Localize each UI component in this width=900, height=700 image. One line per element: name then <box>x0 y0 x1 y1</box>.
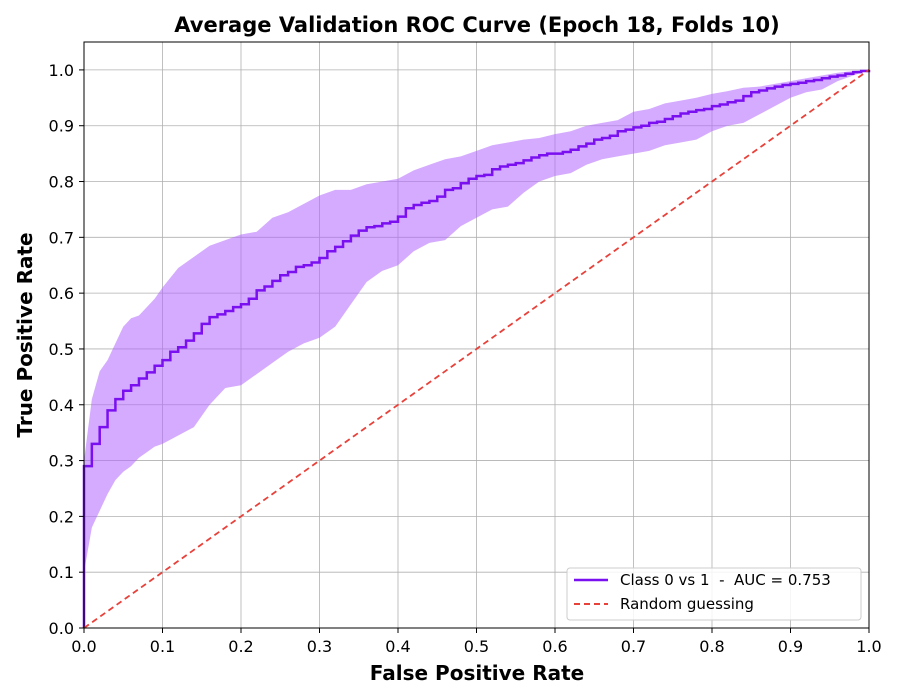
y-tick-label-7: 0.7 <box>49 228 74 247</box>
y-tick-label-3: 0.3 <box>49 452 74 471</box>
random-guess-line <box>83 69 870 629</box>
y-tick-label-6: 0.6 <box>49 284 74 303</box>
x-tick-label-7: 0.7 <box>621 637 646 656</box>
confidence-band-layer <box>84 69 869 573</box>
x-axis-ticks: 0.0 0.1 0.2 0.3 0.4 0.5 0.6 0.7 0.8 0.9 1.0 <box>71 628 882 656</box>
legend-label-roc: Class 0 vs 1 - AUC = 0.753 <box>620 571 831 589</box>
y-tick-label-4: 0.4 <box>49 396 74 415</box>
y-tick-label-8: 0.8 <box>49 173 74 192</box>
y-tick-label-9: 0.9 <box>49 117 74 136</box>
legend-box <box>566 567 862 621</box>
y-axis-label: True Positive Rate <box>13 232 37 437</box>
legend-label-random: Random guessing <box>620 595 754 613</box>
chart-title: Average Validation ROC Curve (Epoch 18, … <box>174 13 779 37</box>
x-tick-label-8: 0.8 <box>699 637 724 656</box>
x-axis-label: False Positive Rate <box>370 661 584 685</box>
x-tick-label-5: 0.5 <box>464 637 489 656</box>
y-axis-ticks: 0.0 0.1 0.2 0.3 0.4 0.5 0.6 0.7 0.8 0.9 1.0 <box>49 61 84 638</box>
x-tick-label-3: 0.3 <box>307 637 332 656</box>
x-tick-label-4: 0.4 <box>385 637 410 656</box>
x-tick-label-6: 0.6 <box>542 637 567 656</box>
y-tick-label-0: 0.0 <box>49 619 74 638</box>
x-tick-label-2: 0.2 <box>228 637 253 656</box>
series-layer <box>82 69 871 629</box>
std-dev-band <box>84 69 869 573</box>
x-tick-label-9: 0.9 <box>778 637 803 656</box>
roc-curve-line <box>82 69 871 628</box>
y-tick-label-1: 0.1 <box>49 563 74 582</box>
x-tick-label-10: 1.0 <box>856 637 881 656</box>
x-tick-label-0: 0.0 <box>71 637 96 656</box>
legend: Class 0 vs 1 - AUC = 0.753 Random guessi… <box>566 567 862 621</box>
x-tick-label-1: 0.1 <box>150 637 175 656</box>
y-tick-label-5: 0.5 <box>49 340 74 359</box>
y-tick-label-2: 0.2 <box>49 507 74 526</box>
y-tick-label-10: 1.0 <box>49 61 74 80</box>
